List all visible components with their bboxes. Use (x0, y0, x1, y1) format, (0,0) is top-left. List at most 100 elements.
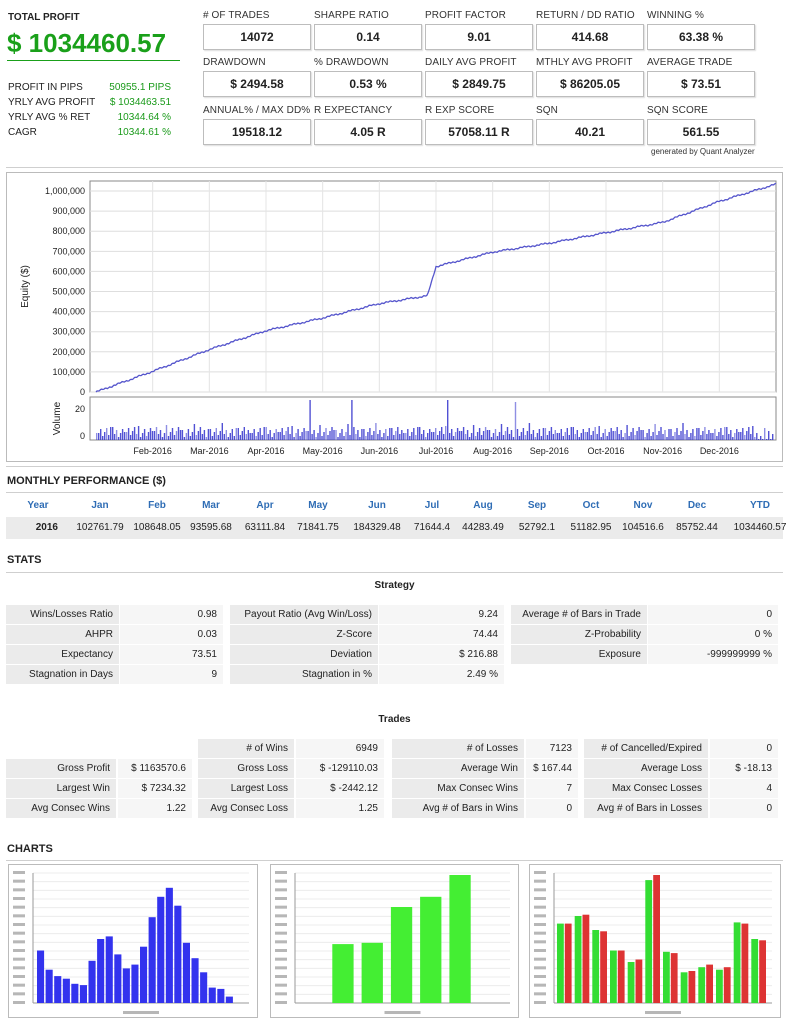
stat-value: 14072 (203, 24, 311, 50)
volume-bar (498, 432, 501, 440)
equity-plot-area (89, 180, 777, 393)
volume-bar (363, 429, 365, 440)
volume-bar (728, 434, 730, 440)
monthly-tick-mark (534, 983, 546, 987)
y-axis-label: Equity ($) (20, 265, 31, 308)
x-tick-label: Oct-2016 (587, 446, 624, 456)
weekday-tick-mark (275, 888, 287, 892)
monthly-loss-bar (653, 875, 660, 1003)
weekday-tick-mark (275, 966, 287, 970)
volume-bar (321, 436, 323, 440)
volume-bar (768, 431, 770, 440)
hourly-tick-mark (13, 905, 25, 909)
hourly-bar (79, 985, 87, 1003)
volume-bar (411, 432, 413, 440)
strategy-label: AHPR (85, 629, 113, 640)
monthly-loss-bar (723, 967, 731, 1003)
strategy-cell-bg (511, 625, 647, 644)
volume-bar (654, 424, 656, 440)
weekday-tick-mark (275, 975, 287, 978)
volume-bar (407, 429, 409, 440)
volume-bar (311, 434, 313, 440)
weekday-tick-mark (275, 992, 287, 996)
volume-bar (534, 437, 537, 440)
volume-bar (421, 434, 423, 440)
trades-cell-bg (6, 759, 116, 778)
volume-bar (470, 433, 473, 440)
volume-bar (119, 433, 122, 440)
trades-label: Max Consec Losses (611, 783, 702, 794)
trades-cell-bg (118, 779, 192, 798)
volume-bar (496, 436, 499, 440)
volume-bar (209, 429, 212, 440)
volume-bar (736, 429, 738, 440)
strategy-value: 0 (766, 609, 772, 620)
monthly-row-bg (6, 517, 783, 539)
stat-label: DAILY AVG PROFIT (425, 57, 517, 68)
trades-cell-bg (118, 799, 192, 818)
volume-bar (393, 435, 395, 440)
weekday-tick-mark (275, 1001, 287, 1004)
volume-bar (327, 435, 329, 440)
monthly-win-bar (698, 967, 706, 1003)
volume-bar (770, 439, 772, 440)
strategy-cell-bg (120, 605, 223, 624)
volume-bar (229, 433, 231, 440)
volume-bar (756, 433, 758, 440)
strategy-label: Average # of Bars in Trade (522, 609, 641, 620)
hourly-bar (37, 950, 45, 1003)
volume-bar (486, 430, 489, 440)
volume-bar (766, 439, 768, 440)
volume-bar (385, 429, 387, 440)
hourly-tick-mark (13, 914, 25, 918)
volume-bar (299, 436, 301, 440)
volume-bar (413, 428, 415, 440)
monthly-loss-bar (759, 940, 766, 1003)
volume-bar (752, 426, 754, 440)
total-profit-value: $ 1034460.57 (7, 28, 167, 58)
monthly-cell: 71841.75 (297, 522, 339, 533)
volume-bar (106, 428, 108, 440)
volume-bar (104, 432, 106, 440)
volume-bar (506, 427, 509, 440)
trades-value: $ -129110.03 (319, 763, 378, 774)
volume-bar (510, 430, 513, 440)
monthly-axis-title-mark (645, 1011, 681, 1014)
charts-title: CHARTS (7, 843, 53, 855)
volume-bar (642, 430, 644, 440)
monthly-tick-mark (534, 879, 546, 883)
volume-tick-label: 20 (75, 404, 85, 414)
volume-bar (676, 428, 678, 440)
trades-cell-bg (392, 779, 524, 798)
volume-bar (598, 426, 600, 440)
trades-cell-bg (198, 799, 294, 818)
monthly-win-bar (645, 880, 653, 1003)
stat-label: PROFIT FACTOR (425, 10, 506, 21)
monthly-header: Apr (256, 500, 274, 511)
volume-bar (365, 436, 367, 440)
volume-bar (494, 429, 497, 440)
stat-value: 0.53 % (314, 71, 422, 97)
volume-bar (696, 428, 698, 440)
volume-bar (692, 429, 694, 440)
volume-bar (740, 432, 742, 440)
volume-bar (133, 427, 136, 440)
volume-bar (750, 434, 752, 440)
hourly-bar (174, 905, 182, 1003)
volume-bar (576, 430, 578, 440)
monthly-header: Jun (368, 500, 386, 511)
volume-bar (638, 427, 640, 440)
strategy-label: Exposure (598, 649, 641, 660)
monthly-loss-bar (600, 931, 607, 1003)
strategy-value: 9 (211, 669, 217, 680)
monthly-loss-bar (564, 923, 572, 1003)
volume-bar (253, 429, 255, 440)
monthly-loss-bar (706, 964, 713, 1003)
volume-bar (630, 432, 632, 440)
volume-bar (464, 434, 467, 440)
strategy-cell-bg (511, 645, 647, 664)
volume-bar (570, 427, 572, 440)
volume-bar (680, 431, 682, 440)
volume-bar (500, 424, 503, 440)
monthly-cell: 71644.4 (413, 522, 451, 533)
